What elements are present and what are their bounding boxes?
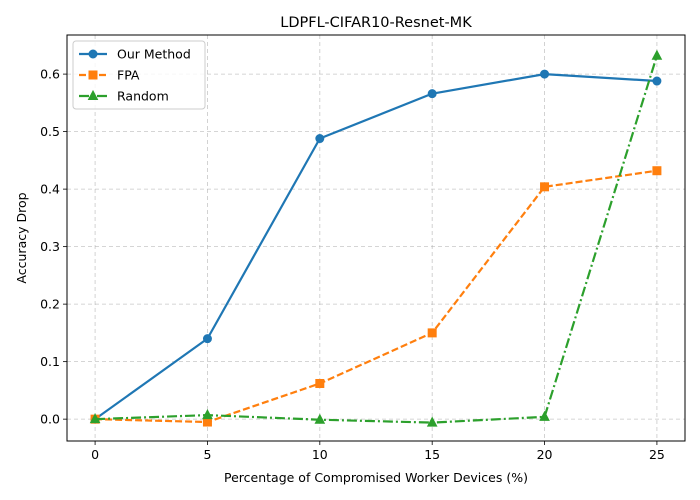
legend: Our Method FPA Random <box>72 40 206 110</box>
data-point <box>202 334 212 344</box>
series-line <box>94 73 657 421</box>
x-axis-label: Percentage of Compromised Worker Devices… <box>224 470 528 485</box>
data-point <box>540 69 550 79</box>
plot-frame <box>66 34 686 442</box>
data-point <box>652 76 662 86</box>
data-point <box>652 166 662 176</box>
ticks-layer: 0 5 10 15 20 25 0.0 0.1 0.2 0.3 0.4 0.5 0.6 <box>40 67 665 462</box>
y-tick-label: 0.0 <box>40 412 60 427</box>
x-tick-label: 10 <box>312 447 328 462</box>
data-point <box>314 413 326 424</box>
series-line <box>95 169 658 424</box>
y-axis-label: Accuracy Drop <box>14 192 29 283</box>
series-line <box>95 55 658 424</box>
data-point <box>315 378 325 388</box>
y-tick-label: 0.6 <box>40 67 60 82</box>
series-fpa <box>90 166 662 427</box>
y-tick-label: 0.2 <box>40 297 60 312</box>
series-layer <box>89 49 663 427</box>
series-random <box>89 49 663 427</box>
legend-label: Our Method <box>117 47 191 62</box>
data-point <box>540 182 550 192</box>
y-tick-label: 0.1 <box>40 354 60 369</box>
y-tick-label: 0.5 <box>40 124 60 139</box>
grid-layer <box>67 35 685 441</box>
data-point <box>651 49 663 60</box>
legend-marker <box>87 89 99 100</box>
data-point <box>315 134 325 144</box>
x-tick-label: 20 <box>537 447 553 462</box>
data-point <box>202 409 213 420</box>
x-tick-label: 0 <box>91 447 99 462</box>
data-point <box>427 89 437 99</box>
data-point <box>202 417 212 427</box>
y-tick-label: 0.3 <box>40 239 60 254</box>
data-point <box>427 328 437 338</box>
data-point <box>539 410 550 421</box>
data-point <box>89 413 101 424</box>
chart-title: LDPFL-CIFAR10-Resnet-MK <box>280 15 472 31</box>
legend-marker <box>88 49 98 59</box>
legend-label: Random <box>117 89 169 104</box>
legend-label: FPA <box>117 68 140 83</box>
legend-marker <box>88 70 98 80</box>
x-tick-label: 15 <box>424 447 440 462</box>
y-tick-label: 0.4 <box>40 182 60 197</box>
data-point <box>426 416 438 427</box>
x-tick-label: 25 <box>649 447 665 462</box>
legend-box <box>72 40 206 110</box>
x-tick-label: 5 <box>203 447 211 462</box>
